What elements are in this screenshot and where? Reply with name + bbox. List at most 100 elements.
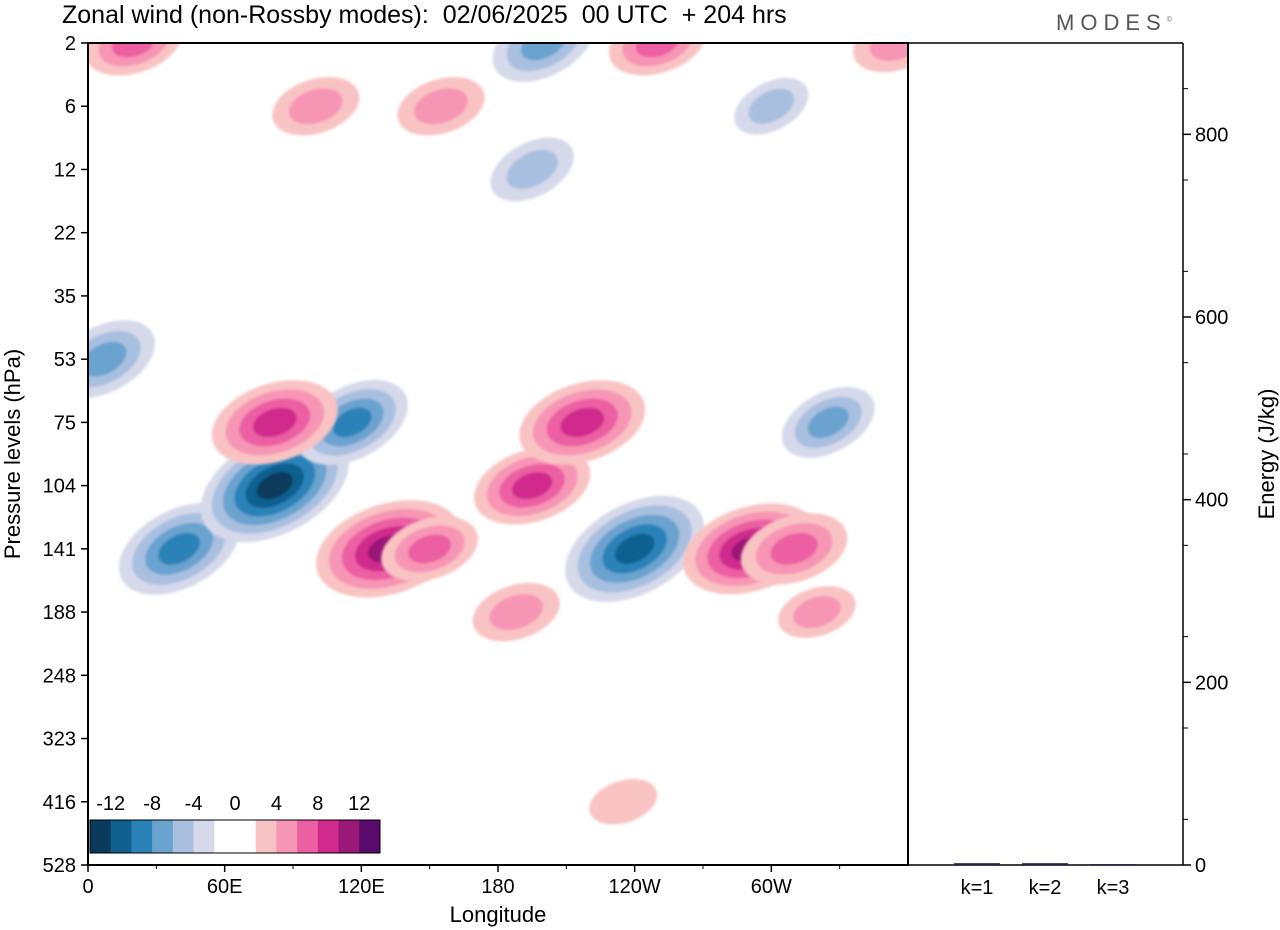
energy-bar xyxy=(1090,864,1136,866)
wind-feature xyxy=(781,386,875,458)
wind-contour xyxy=(414,88,468,125)
y-tick-label: 188 xyxy=(43,602,76,624)
wind-contour xyxy=(793,596,841,629)
colorbar-label: 4 xyxy=(271,793,282,815)
x-tick-label: 120W xyxy=(609,876,661,898)
colorbar-label: -4 xyxy=(185,793,203,815)
wind-feature xyxy=(118,502,240,595)
wind-feature xyxy=(472,582,560,642)
wind-contour xyxy=(489,594,544,631)
energy-bar-chart: k=1 k=2 k=3 xyxy=(954,863,1136,899)
bar-category-label: k=1 xyxy=(961,877,994,899)
colorbar-label: -8 xyxy=(143,793,161,815)
energy-axis: 0 200 400 600 800 Energy (J/kg) xyxy=(1183,88,1279,877)
wind-contour xyxy=(112,43,156,58)
y-tick-label: 416 xyxy=(43,792,76,814)
wind-feature xyxy=(778,586,856,639)
wind-contour xyxy=(408,534,452,564)
wind-contour xyxy=(614,533,655,565)
colorbar-swatch xyxy=(193,820,215,853)
y-tick-label: 528 xyxy=(43,855,76,877)
wind-contour xyxy=(256,471,293,500)
y-tick-label: 248 xyxy=(43,665,76,687)
wind-contour xyxy=(288,88,343,125)
x-axis-label: Longitude xyxy=(450,902,547,927)
wind-feature xyxy=(211,380,338,465)
y-tick-label: 35 xyxy=(54,286,76,308)
colorbar-swatch xyxy=(276,820,298,853)
wind-contour xyxy=(622,43,693,67)
wind-contour xyxy=(158,532,201,565)
energy-tick-label: 200 xyxy=(1195,672,1228,694)
colorbar-swatch xyxy=(214,820,236,853)
logo-text: MODES xyxy=(1056,10,1167,35)
colorbar-frame xyxy=(89,819,381,854)
colorbar-swatch xyxy=(152,820,174,853)
wind-contour xyxy=(88,341,127,377)
wind-contour xyxy=(770,532,818,565)
y-tick-label: 53 xyxy=(54,349,76,371)
y-tick-label: 104 xyxy=(43,476,76,498)
y-axis-label: Pressure levels (hPa) xyxy=(0,349,25,559)
energy-axis-label: Energy (J/kg) xyxy=(1254,389,1279,520)
wind-feature xyxy=(381,516,479,582)
wind-feature xyxy=(88,320,155,399)
energy-tick-label: 800 xyxy=(1195,124,1228,146)
x-axis: 0 60E 120E 180 120W 60W Longitude xyxy=(82,865,841,927)
colorbar-swatch xyxy=(338,820,360,853)
energy-tick-label: 600 xyxy=(1195,307,1228,329)
wind-contour xyxy=(589,779,658,825)
y-tick-label: 323 xyxy=(43,729,76,751)
wind-feature xyxy=(474,446,591,525)
wind-feature xyxy=(397,77,485,136)
wind-feature xyxy=(490,137,574,202)
bar-category-label: k=2 xyxy=(1029,877,1062,899)
wind-contour xyxy=(511,472,553,500)
chart-title: Zonal wind (non-Rossby modes): 02/06/202… xyxy=(62,1,787,29)
wind-contour xyxy=(560,407,605,438)
zonal-wind-field xyxy=(88,43,908,865)
wind-contour xyxy=(506,149,558,190)
y-axis: 2 6 12 22 35 53 75 104 141 188 248 323 416 528 Pressur… xyxy=(0,33,88,877)
wind-feature xyxy=(740,513,848,585)
colorbar-swatch xyxy=(235,820,257,853)
y-tick-label: 75 xyxy=(54,412,76,434)
modes-logo: MODES© xyxy=(1056,10,1172,35)
colorbar-label: 0 xyxy=(229,793,240,815)
colorbar-label: 8 xyxy=(312,793,323,815)
colorbar-swatch xyxy=(317,820,339,853)
wind-feature xyxy=(519,380,646,465)
x-tick-label: 120E xyxy=(338,876,385,898)
wind-feature xyxy=(565,495,705,602)
energy-bar xyxy=(1022,863,1068,865)
wind-feature xyxy=(589,779,658,825)
x-tick-label: 180 xyxy=(481,876,514,898)
colorbar-swatch xyxy=(297,820,319,853)
colorbar-swatch xyxy=(131,820,153,853)
colorbar-label: 12 xyxy=(348,793,370,815)
colorbar-swatch xyxy=(110,820,132,853)
x-tick-label: 60W xyxy=(751,876,792,898)
colorbar-swatch xyxy=(255,820,277,853)
x-tick-label: 60E xyxy=(207,876,243,898)
energy-bar xyxy=(954,863,1000,865)
colorbar-swatch xyxy=(172,820,194,853)
bar-category-label: k=3 xyxy=(1097,877,1130,899)
energy-tick-label: 0 xyxy=(1195,855,1206,877)
x-tick-label: 0 xyxy=(82,876,93,898)
y-tick-label: 22 xyxy=(54,223,76,245)
wind-contour xyxy=(252,407,297,438)
wind-contour xyxy=(807,406,849,439)
wind-contour xyxy=(332,407,372,438)
colorbar-swatch xyxy=(90,820,112,853)
colorbar: -12 -8 -4 0 4 8 12 xyxy=(89,785,385,861)
wind-feature xyxy=(734,77,809,135)
y-tick-label: 2 xyxy=(65,33,76,55)
wind-feature xyxy=(272,77,360,136)
colorbar-swatch xyxy=(359,820,381,853)
y-tick-label: 6 xyxy=(65,96,76,118)
wind-contour xyxy=(98,43,169,67)
y-tick-label: 141 xyxy=(43,539,76,561)
y-tick-label: 12 xyxy=(54,159,76,181)
